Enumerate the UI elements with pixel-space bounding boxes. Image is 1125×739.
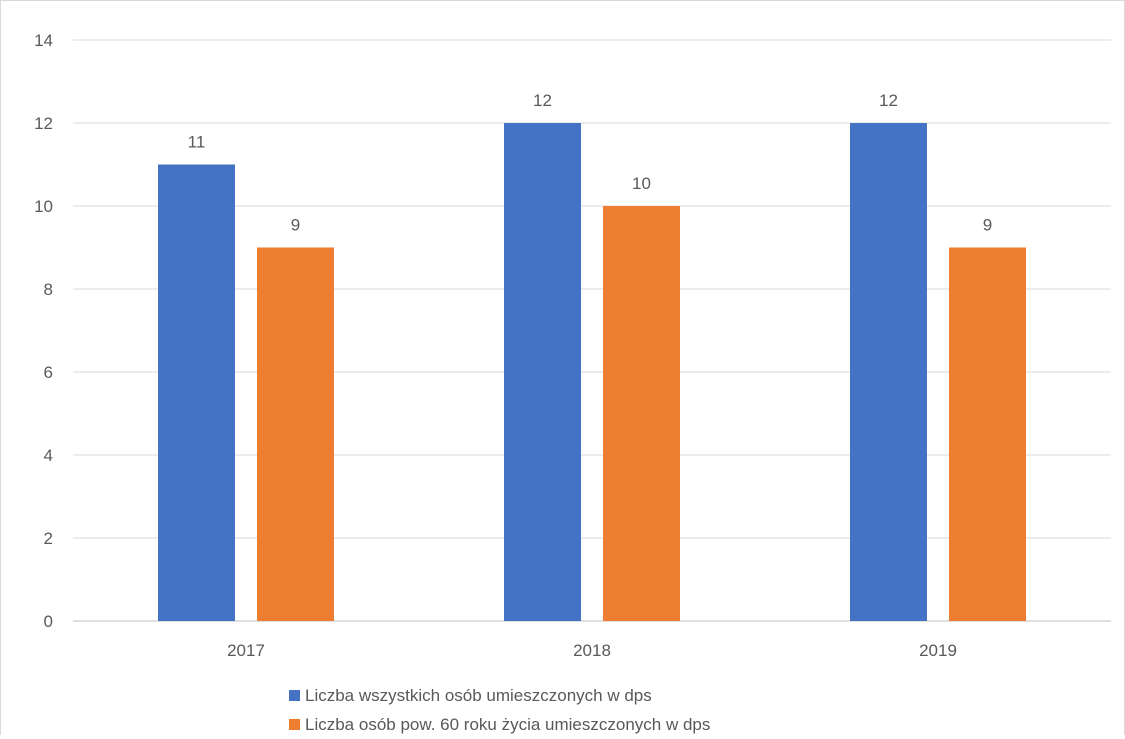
x-category-label-2019: 2019 [919, 641, 957, 660]
y-tick-label: 10 [34, 197, 53, 216]
legend-item-series-1: Liczba wszystkich osób umieszczonych w d… [289, 681, 710, 710]
y-tick-label: 12 [34, 114, 53, 133]
legend-label-series-1: Liczba wszystkich osób umieszczonych w d… [305, 685, 652, 705]
bar-series-2-2018 [603, 206, 680, 621]
y-tick-label: 8 [44, 280, 53, 299]
bar-series-2-2019 [949, 247, 1026, 621]
data-labels: 11 9 12 10 12 9 [188, 91, 993, 235]
x-axis-categories: 2017 2018 2019 [227, 641, 957, 660]
y-axis-ticks: 0 2 4 6 8 10 12 14 [34, 31, 53, 631]
x-category-label-2018: 2018 [573, 641, 611, 660]
data-label-series-1-2019: 12 [879, 91, 898, 110]
data-label-series-1-2018: 12 [533, 91, 552, 110]
y-tick-label: 6 [44, 363, 53, 382]
y-tick-label: 0 [44, 612, 53, 631]
data-label-series-1-2017: 11 [188, 133, 206, 152]
y-tick-label: 14 [34, 31, 53, 50]
bars [158, 123, 1026, 621]
bar-series-2-2017 [257, 247, 334, 621]
data-label-series-2-2018: 10 [632, 174, 651, 193]
gridlines [73, 39, 1111, 622]
data-label-series-2-2017: 9 [291, 216, 300, 235]
legend-label-series-2: Liczba osób pow. 60 roku życia umieszczo… [305, 714, 711, 734]
y-tick-label: 4 [44, 446, 53, 465]
y-tick-label: 2 [44, 529, 53, 548]
legend: Liczba wszystkich osób umieszczonych w d… [289, 681, 710, 739]
x-category-label-2017: 2017 [227, 641, 265, 660]
bar-series-1-2017 [158, 164, 235, 621]
bar-series-1-2019 [850, 123, 927, 621]
data-label-series-2-2019: 9 [983, 216, 992, 235]
legend-swatch-series-2 [289, 719, 300, 730]
legend-swatch-series-1 [289, 690, 300, 701]
bar-series-1-2018 [504, 123, 581, 621]
legend-item-series-2: Liczba osób pow. 60 roku życia umieszczo… [289, 710, 710, 739]
